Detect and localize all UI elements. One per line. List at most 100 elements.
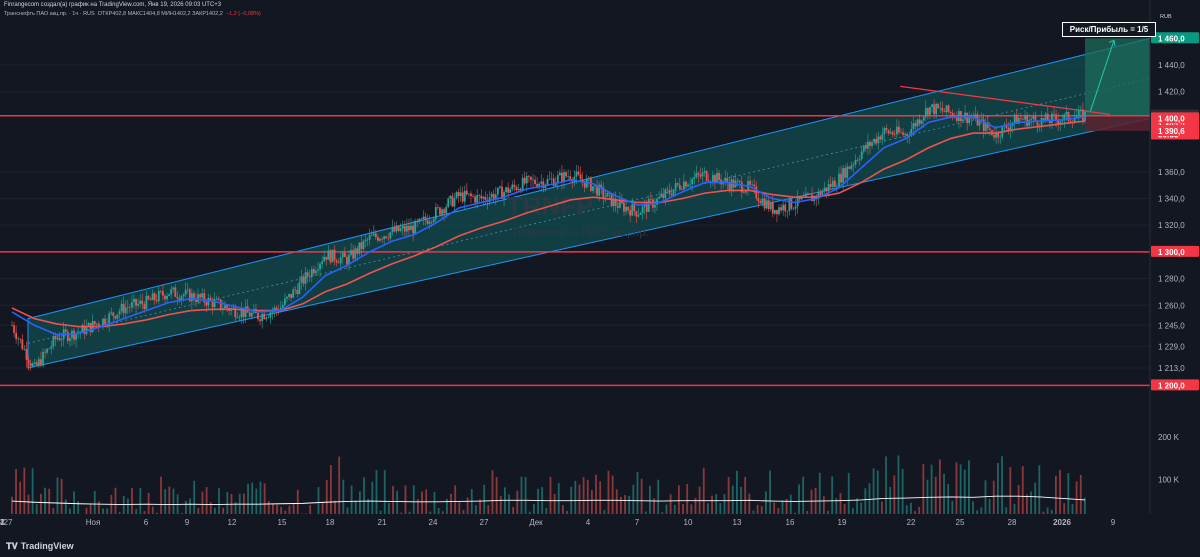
candle-body xyxy=(623,202,625,212)
volume-bar xyxy=(504,487,506,522)
candle-body xyxy=(581,179,584,182)
volume-bar xyxy=(934,476,937,522)
candle-body xyxy=(891,132,894,135)
candle-body xyxy=(1005,124,1008,128)
candle-body xyxy=(31,363,34,367)
target-zone xyxy=(1085,38,1150,116)
candle-body xyxy=(678,184,681,189)
volume-bar xyxy=(516,490,519,522)
candle-body xyxy=(912,123,915,129)
candle-body xyxy=(341,252,344,258)
tradingview-logo[interactable]: 𝐓𝐕 TradingView xyxy=(6,541,74,552)
candle-body xyxy=(1077,110,1080,117)
candle-body xyxy=(924,108,927,118)
candle-body xyxy=(534,179,536,184)
volume-bar xyxy=(425,489,428,522)
candle-body xyxy=(945,105,948,113)
candle-body xyxy=(962,119,964,122)
candle-body xyxy=(168,294,171,296)
candle-body xyxy=(447,198,450,207)
candle-body xyxy=(683,181,685,190)
volume-bar xyxy=(15,468,17,522)
volume-bar xyxy=(963,469,966,522)
volume-bar xyxy=(193,480,196,522)
volume-bar xyxy=(549,476,552,522)
volume-bar xyxy=(388,502,390,522)
candle-body xyxy=(465,190,468,195)
volume-bar xyxy=(881,501,883,522)
candle-body xyxy=(424,216,427,221)
candle-body xyxy=(877,136,880,144)
volume-bar xyxy=(35,504,38,522)
target-arrow xyxy=(1089,40,1115,113)
candle-body xyxy=(321,261,324,264)
candle-body xyxy=(680,188,683,190)
candle-body xyxy=(982,119,985,131)
candle-body xyxy=(197,294,199,303)
candle-body xyxy=(889,132,892,134)
candle-body xyxy=(631,204,634,216)
candle-body xyxy=(995,131,998,138)
candle-body xyxy=(1032,116,1035,119)
volume-bar xyxy=(988,499,991,522)
candle-body xyxy=(852,164,855,166)
candle-body xyxy=(389,232,392,239)
candle-body xyxy=(87,323,90,327)
candle-body xyxy=(180,296,183,301)
volume-bar xyxy=(417,499,419,522)
candle-body xyxy=(538,183,541,188)
candle-body xyxy=(695,173,698,178)
candle-body xyxy=(23,348,26,350)
volume-bar xyxy=(868,483,871,522)
candle-body xyxy=(929,106,931,115)
volume-bar xyxy=(354,500,357,522)
candle-body xyxy=(558,172,561,176)
volume-bar xyxy=(578,484,581,522)
candle-body xyxy=(329,250,332,263)
candle-body xyxy=(304,272,307,284)
volume-bar xyxy=(876,470,879,522)
candle-body xyxy=(383,236,386,240)
legend-ohlc: ОТКР402,8 МАКС1404,8 МИН1402,2 ЗАКР1402,… xyxy=(97,11,223,17)
volume-bar xyxy=(450,493,452,522)
candle-body xyxy=(527,175,530,177)
volume-bar xyxy=(649,485,651,522)
candle-body xyxy=(523,177,526,184)
candle-body xyxy=(294,289,297,291)
candle-body xyxy=(672,189,675,196)
candle-body xyxy=(860,151,863,160)
candle-body xyxy=(401,226,404,229)
tradingview-logo-text: TradingView xyxy=(20,541,74,551)
volume-bar xyxy=(433,491,436,522)
candle-body xyxy=(73,330,75,340)
volume-bar xyxy=(835,498,838,522)
candle-body xyxy=(19,338,22,340)
candle-body xyxy=(339,257,342,264)
candle-body xyxy=(821,191,824,196)
candle-body xyxy=(176,296,179,299)
candle-body xyxy=(867,141,869,149)
candle-body xyxy=(1084,111,1086,121)
candle-body xyxy=(17,338,20,340)
x-tick-label: 21 xyxy=(378,518,387,527)
volume-bar xyxy=(1067,473,1070,522)
candle-body xyxy=(817,191,820,200)
candle-body xyxy=(645,203,648,212)
candle-body xyxy=(838,173,840,187)
candle-body xyxy=(703,171,706,173)
candle-body xyxy=(399,228,402,231)
candle-body xyxy=(468,193,470,195)
candle-body xyxy=(947,105,950,113)
candle-body xyxy=(598,184,601,196)
candle-body xyxy=(114,316,117,319)
x-tick-label: 14 xyxy=(0,518,5,527)
x-tick-label: 9 xyxy=(185,518,190,527)
candle-body xyxy=(48,348,51,350)
candle-body xyxy=(670,193,673,196)
candle-body xyxy=(786,211,789,212)
candle-body xyxy=(68,337,71,341)
candle-body xyxy=(11,325,13,326)
candle-body xyxy=(825,187,828,192)
candle-body xyxy=(751,184,754,186)
